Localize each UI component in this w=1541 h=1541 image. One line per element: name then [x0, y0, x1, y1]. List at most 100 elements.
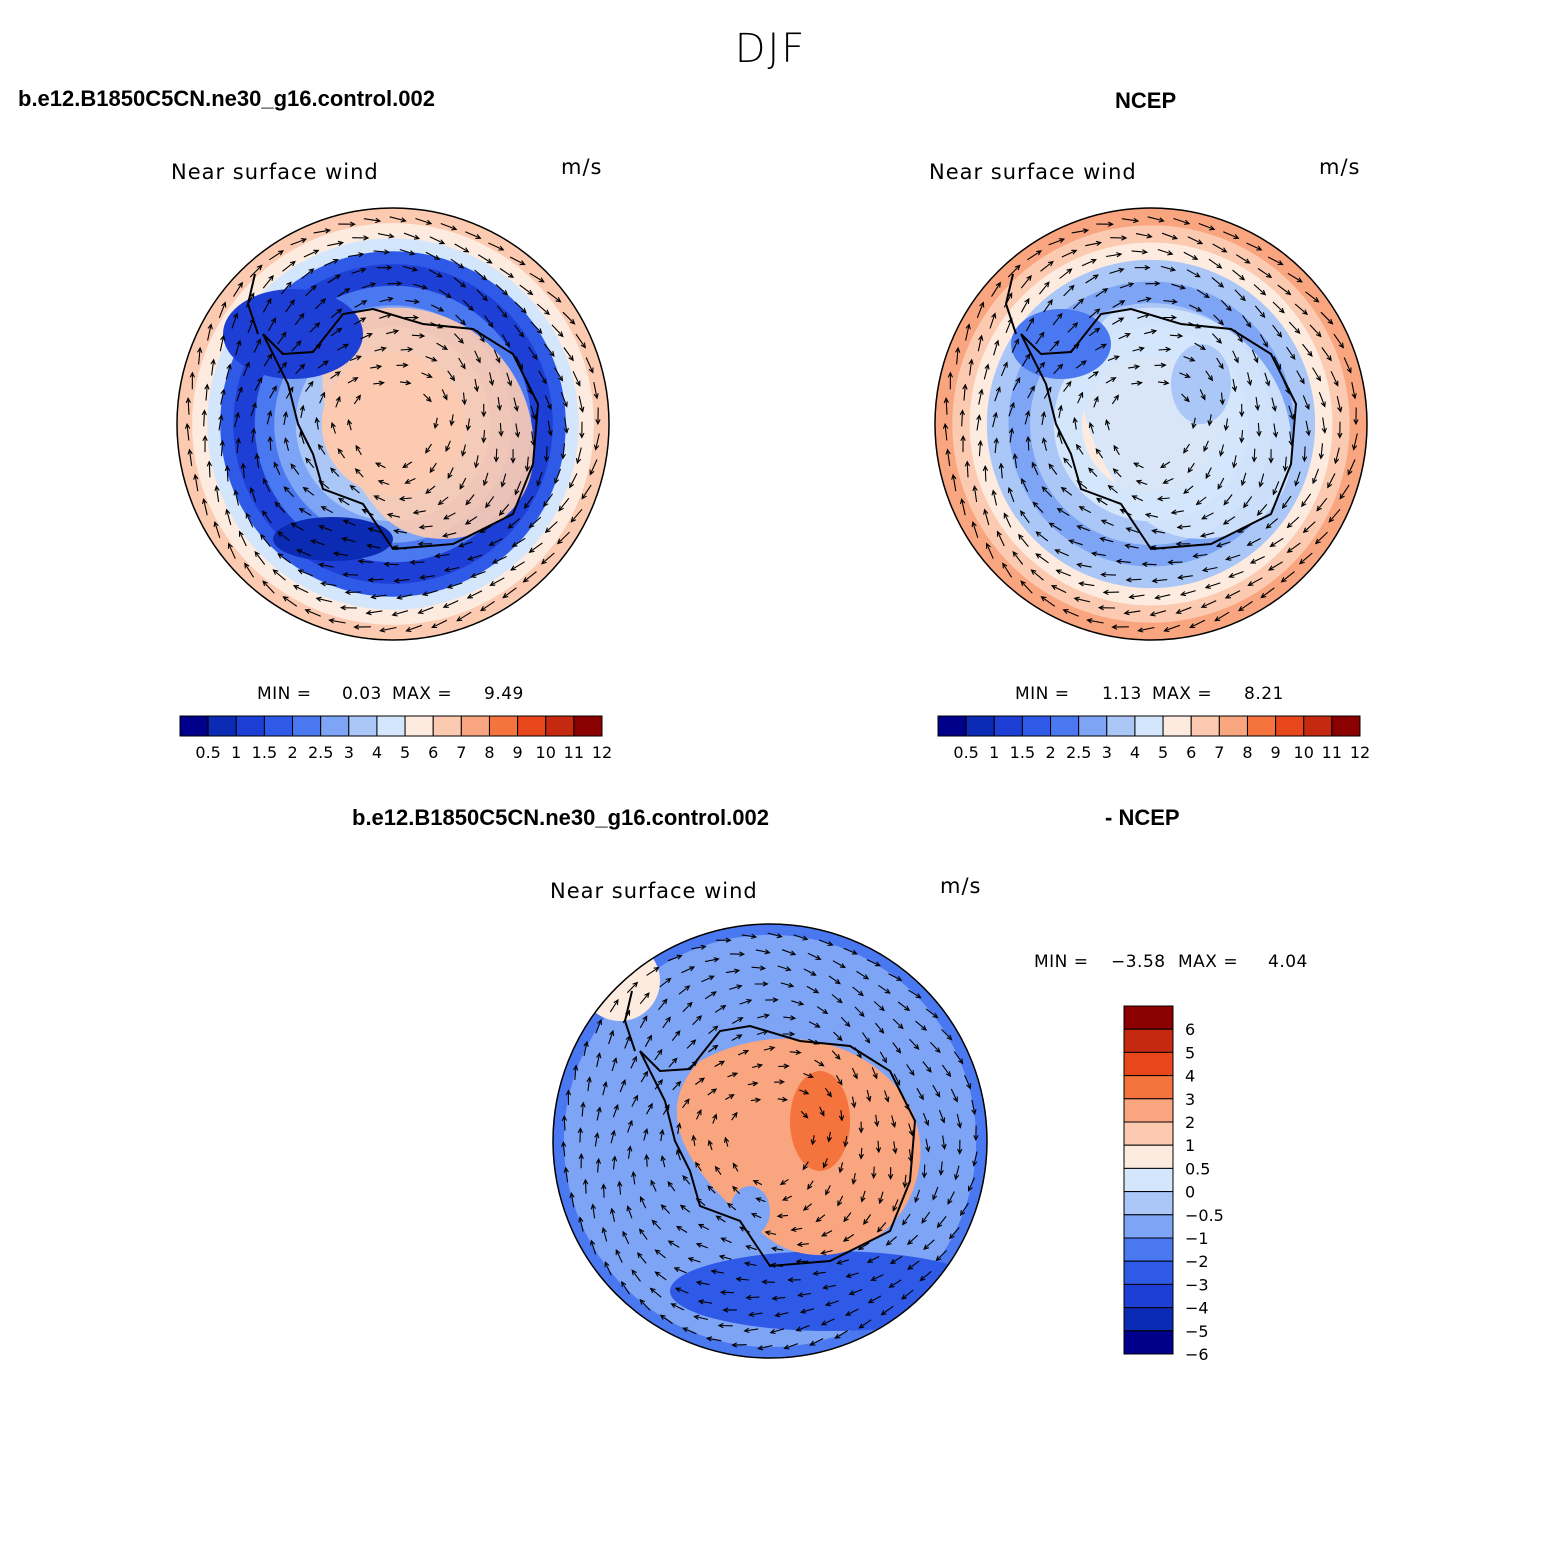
wind-vector — [938, 1109, 946, 1124]
map-2-border — [934, 207, 1368, 641]
wind-vector — [573, 1064, 579, 1081]
wind-vector — [254, 452, 260, 469]
wind-vector — [777, 1096, 789, 1103]
wind-vector — [671, 1030, 681, 1042]
colorbar-tick-label: 7 — [456, 743, 466, 762]
wind-vector — [450, 258, 465, 269]
wind-vector — [803, 1072, 815, 1079]
wind-vector — [366, 543, 381, 549]
wind-vector — [630, 1055, 637, 1069]
coastline — [1020, 307, 1298, 551]
wind-vector — [1048, 238, 1066, 246]
wind-vector — [787, 1277, 801, 1283]
wind-vector — [639, 1298, 651, 1311]
wind-vector — [399, 380, 412, 386]
wind-vector — [1257, 268, 1273, 279]
colorbar-tick-label: 4 — [1130, 743, 1140, 762]
wind-vector — [892, 1199, 899, 1212]
wind-vector — [1281, 495, 1292, 510]
wind-vector — [1041, 437, 1048, 451]
wind-vector — [187, 448, 193, 467]
colorbar-tick-label: −3 — [1185, 1275, 1209, 1294]
wind-vector — [1035, 361, 1046, 374]
wind-vector — [1053, 363, 1064, 375]
colorbar-tick-label: 10 — [1294, 743, 1314, 762]
wind-vector — [1302, 343, 1313, 357]
wind-vector — [693, 1314, 709, 1321]
wind-vector — [1194, 342, 1207, 351]
wind-vector — [488, 538, 503, 546]
wind-vector — [907, 1260, 920, 1270]
wind-vector — [528, 516, 542, 529]
wind-vector — [1007, 264, 1021, 278]
wind-vector — [696, 1109, 702, 1120]
wind-vector — [790, 1226, 803, 1233]
wind-vector — [922, 1061, 932, 1073]
wind-vector — [585, 357, 594, 374]
wind-vector — [1095, 287, 1109, 297]
wind-vector — [530, 321, 543, 335]
wind-vector — [889, 1255, 903, 1265]
wind-vector — [1256, 422, 1262, 438]
panel3-max-value: 4.04 — [1268, 952, 1308, 972]
wind-vector — [458, 357, 466, 370]
colorbar-tick-label: 6 — [428, 743, 438, 762]
wind-vector — [694, 1161, 702, 1172]
wind-vector — [837, 1195, 844, 1207]
wind-vector — [820, 1249, 833, 1256]
wind-vector — [871, 1067, 878, 1080]
wind-vector — [355, 444, 362, 456]
colorbar-box — [207, 715, 237, 737]
wind-vector — [263, 353, 273, 367]
wind-vector — [892, 1018, 904, 1030]
wind-vector — [862, 1032, 871, 1044]
wind-vector — [590, 1239, 597, 1255]
wind-vector — [800, 1110, 809, 1119]
wind-vector — [1259, 334, 1268, 348]
wind-vector — [639, 992, 650, 1005]
wind-vector — [832, 960, 847, 969]
wind-vector — [473, 378, 480, 393]
wind-vector — [796, 1241, 809, 1248]
wind-vector — [441, 389, 448, 401]
wind-vector — [254, 550, 266, 565]
wind-vector — [1088, 327, 1101, 337]
wind-vector — [1043, 299, 1053, 313]
field-weddell-low — [223, 289, 363, 379]
wind-vector — [341, 536, 356, 543]
wind-vector — [1192, 553, 1208, 559]
wind-vector — [1128, 364, 1141, 370]
wind-vector — [1040, 411, 1047, 425]
wind-vector — [808, 1021, 821, 1028]
wind-vector — [627, 1145, 633, 1159]
wind-vector — [1318, 392, 1326, 408]
wind-vector — [732, 1185, 741, 1195]
wind-vector — [831, 1050, 841, 1060]
wind-vector — [1007, 486, 1015, 503]
wind-vector — [1067, 322, 1079, 333]
wind-vector — [1305, 420, 1311, 437]
wind-vector — [650, 1179, 657, 1192]
colorbar-box — [432, 715, 462, 737]
wind-vector — [1336, 395, 1343, 413]
wind-vector — [612, 1103, 619, 1118]
wind-vector — [360, 332, 373, 340]
wind-vector — [1272, 481, 1280, 496]
wind-vector — [398, 495, 412, 502]
wind-vector — [983, 508, 990, 526]
colorbar-tick-label: 0.5 — [195, 743, 220, 762]
wind-vector — [1251, 448, 1257, 463]
wind-vector — [447, 467, 454, 480]
wind-vector — [1217, 477, 1225, 490]
wind-vector — [1035, 553, 1049, 564]
panel1-variable-title: Near surface wind — [171, 160, 379, 184]
colorbar-box — [1123, 1307, 1174, 1332]
wind-vector — [267, 435, 273, 451]
wind-vector — [824, 1087, 832, 1098]
wind-vector — [320, 581, 337, 587]
wind-vector — [793, 934, 809, 941]
wind-vector — [206, 460, 213, 478]
wind-vector — [197, 346, 203, 365]
wind-vector — [433, 417, 439, 430]
wind-vector — [885, 1236, 897, 1246]
